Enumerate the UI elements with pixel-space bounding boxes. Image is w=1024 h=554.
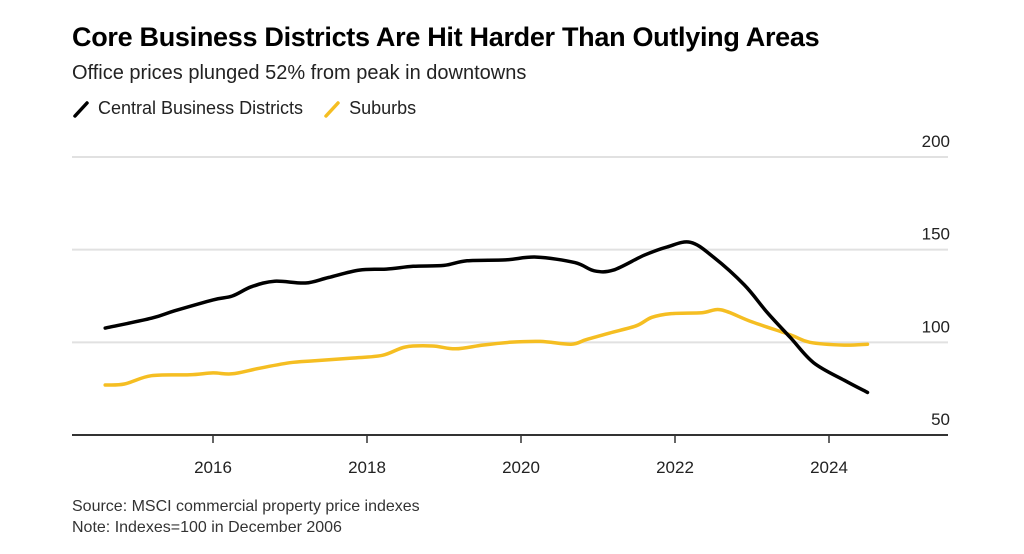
- chart-subtitle: Office prices plunged 52% from peak in d…: [72, 62, 527, 84]
- x-tick-label-2016: 2016: [194, 458, 232, 477]
- index-note: Note: Indexes=100 in December 2006: [72, 519, 342, 536]
- x-tick-label-2022: 2022: [656, 458, 694, 477]
- chart-title: Core Business Districts Are Hit Harder T…: [72, 22, 820, 52]
- chart-footer: Source: MSCI commercial property price i…: [72, 496, 420, 538]
- x-tick-label-2024: 2024: [810, 458, 848, 477]
- x-axis: 2016 2018 2020 2022 2024: [72, 434, 948, 477]
- x-tick-label-2018: 2018: [348, 458, 386, 477]
- legend: Central Business Districts Suburbs: [72, 98, 430, 119]
- y-tick-labels: 200 150 100 50: [922, 132, 950, 429]
- legend-swatch-suburbs-icon: [324, 100, 340, 118]
- legend-label-suburbs: Suburbs: [349, 98, 417, 118]
- y-tick-label-150: 150: [922, 225, 950, 244]
- y-tick-label-200: 200: [922, 132, 950, 151]
- source-note: Source: MSCI commercial property price i…: [72, 498, 420, 515]
- series-line-suburbs: [103, 307, 870, 387]
- series-line-cbd: [103, 240, 870, 395]
- y-tick-label-50: 50: [931, 410, 950, 429]
- gridlines: [72, 156, 948, 344]
- y-tick-label-100: 100: [922, 317, 950, 336]
- legend-item-cbd: Central Business Districts: [72, 98, 303, 119]
- legend-label-cbd: Central Business Districts: [98, 98, 304, 118]
- x-tick-label-2020: 2020: [502, 458, 540, 477]
- series-lines: [103, 240, 870, 395]
- legend-swatch-cbd-icon: [73, 100, 89, 118]
- legend-item-suburbs: Suburbs: [323, 98, 416, 119]
